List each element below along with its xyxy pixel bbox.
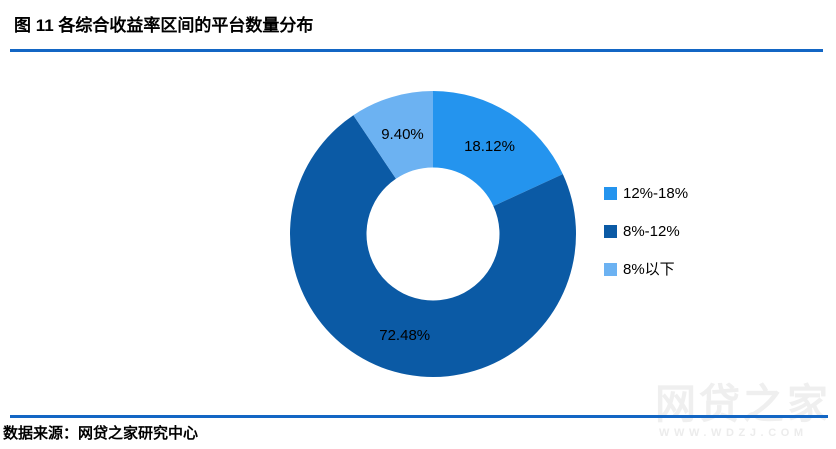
chart-legend: 12%-18% 8%-12% 8%以下: [604, 185, 689, 278]
watermark-brand-text: 网贷之家: [655, 381, 831, 427]
legend-swatch: [604, 225, 617, 238]
legend-swatch: [604, 187, 617, 200]
figure-title: 图 11 各综合收益率区间的平台数量分布: [14, 16, 314, 35]
data-source-caption: 数据来源：网贷之家研究中心: [3, 425, 199, 442]
watermark-url-text: WWW.WDZJ.COM: [659, 427, 808, 440]
top-rule: [10, 49, 823, 52]
legend-label: 8%-12%: [623, 223, 680, 240]
donut-chart-svg: 18.12% 72.48% 9.40%: [290, 91, 577, 377]
donut-slice-8%-12%: [290, 115, 577, 377]
legend-label: 8%以下: [623, 261, 675, 278]
legend-label: 12%-18%: [623, 185, 689, 202]
legend-item-8%-12%: 8%-12%: [604, 223, 688, 240]
bottom-rule: [10, 415, 828, 418]
donut-slice-12%-18%: [433, 91, 563, 207]
slice-data-label: 9.40%: [381, 126, 424, 143]
slice-data-label: 18.12%: [464, 138, 515, 155]
legend-item-12%-18%: 12%-18%: [604, 185, 689, 202]
donut-slice-8%以下: [353, 91, 433, 179]
legend-swatch: [604, 263, 617, 276]
legend-item-8%以下: 8%以下: [604, 261, 688, 278]
slice-data-label: 72.48%: [379, 327, 430, 344]
donut-chart: 18.12% 72.48% 9.40%: [280, 81, 586, 387]
watermark: 网贷之家 WWW.WDZJ.COM: [655, 381, 831, 440]
